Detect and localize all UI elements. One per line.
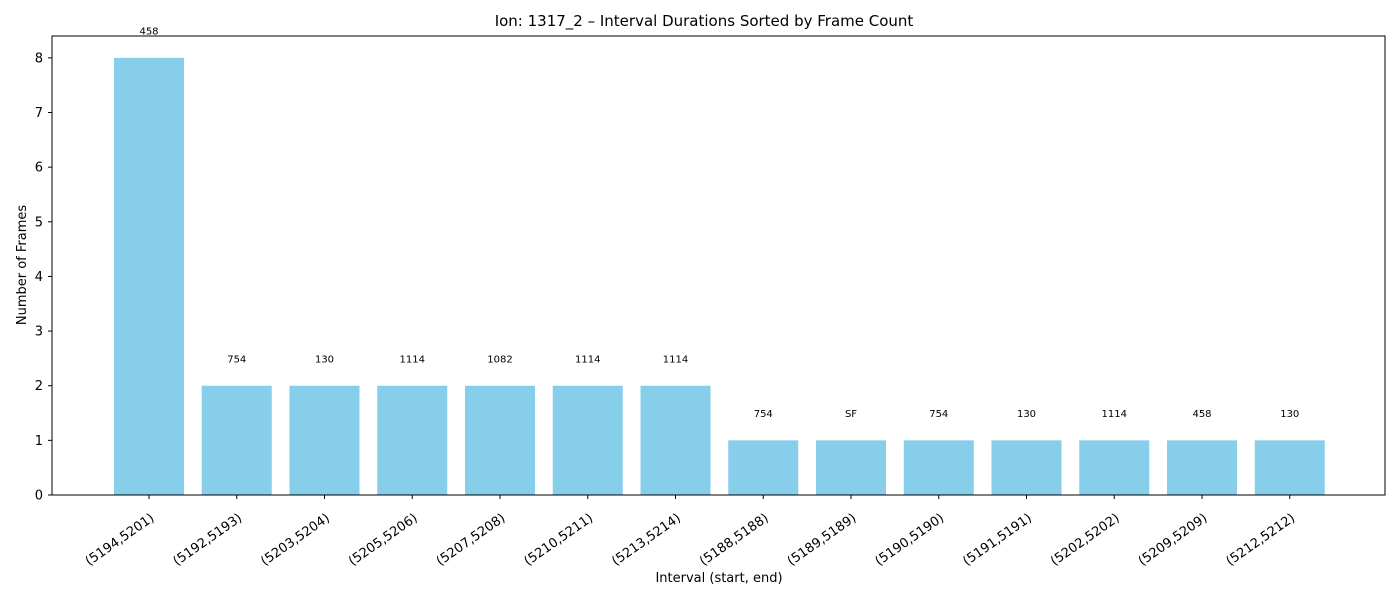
y-tick-label: 7 xyxy=(35,106,43,121)
bars-group xyxy=(114,57,1325,495)
y-tick-label: 0 xyxy=(35,489,43,504)
bar xyxy=(377,385,448,495)
y-tick-label: 5 xyxy=(35,215,43,230)
x-tick-label: (5202,5202) xyxy=(1048,511,1123,569)
bar xyxy=(1079,440,1150,495)
bar xyxy=(552,385,623,495)
y-tick-label: 8 xyxy=(35,51,43,66)
bar-labels-group: 458 754 130 1114 1082 1114 1114 754 SF 754 130 1114… xyxy=(139,27,1299,420)
x-axis: (5194,5201) (5192,5193) (5203,5204) (5205,5… xyxy=(83,495,1298,569)
x-tick-label: (5209,5209) xyxy=(1136,511,1211,569)
bar xyxy=(903,440,974,495)
bar-value-label: 754 xyxy=(929,409,948,420)
bar-value-label: 458 xyxy=(139,27,158,38)
y-tick-label: 2 xyxy=(35,379,43,394)
x-tick-label: (5212,5212) xyxy=(1224,511,1299,569)
y-axis-label: Number of Frames xyxy=(15,205,30,326)
x-tick-label: (5203,5204) xyxy=(258,511,333,569)
x-tick-label: (5189,5189) xyxy=(785,511,860,569)
x-tick-label: (5210,5211) xyxy=(522,511,597,569)
y-tick-label: 1 xyxy=(35,434,43,449)
y-tick-label: 4 xyxy=(35,270,43,285)
bar xyxy=(1254,440,1325,495)
bar-value-label: 1114 xyxy=(1102,409,1127,420)
bar-value-label: 130 xyxy=(1017,409,1036,420)
bar xyxy=(114,57,184,495)
x-tick-label: (5213,5214) xyxy=(609,511,684,569)
bar xyxy=(728,440,799,495)
bar-value-label: 754 xyxy=(227,354,246,365)
bar-value-label: 1114 xyxy=(663,354,688,365)
y-tick-label: 3 xyxy=(35,325,43,340)
bar-value-label: 458 xyxy=(1192,409,1211,420)
bar-value-label: 130 xyxy=(1280,409,1299,420)
chart-title: Ion: 1317_2 – Interval Durations Sorted … xyxy=(495,12,914,31)
x-tick-label: (5188,5188) xyxy=(697,511,772,569)
bar xyxy=(289,385,360,495)
bar-value-label: 754 xyxy=(754,409,773,420)
bar-value-label: 1114 xyxy=(575,354,600,365)
y-axis: 0 1 2 3 4 5 6 7 8 xyxy=(35,51,52,504)
x-tick-label: (5194,5201) xyxy=(83,511,158,569)
bar xyxy=(1167,440,1237,495)
bar xyxy=(991,440,1062,495)
bar-value-label: 130 xyxy=(315,354,334,365)
x-tick-label: (5191,5191) xyxy=(960,511,1035,569)
bar-value-label: 1114 xyxy=(400,354,425,365)
x-axis-label: Interval (start, end) xyxy=(655,571,782,586)
x-tick-label: (5190,5190) xyxy=(873,511,948,569)
x-tick-label: (5205,5206) xyxy=(346,511,421,569)
x-tick-label: (5207,5208) xyxy=(434,511,509,569)
bar xyxy=(465,385,535,495)
bar xyxy=(201,385,272,495)
bar xyxy=(816,440,886,495)
y-tick-label: 6 xyxy=(35,161,43,176)
x-tick-label: (5192,5193) xyxy=(171,511,246,569)
bar xyxy=(640,385,711,495)
bar-value-label: 1082 xyxy=(487,354,512,365)
plot-frame xyxy=(51,35,1386,496)
bar-value-label: SF xyxy=(845,409,857,420)
